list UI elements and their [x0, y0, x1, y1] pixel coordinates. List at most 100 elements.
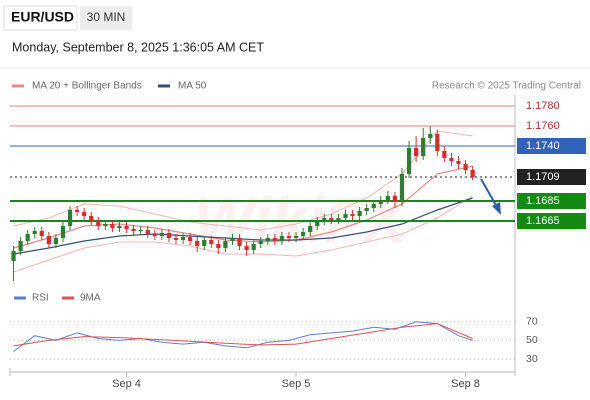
candle-body [209, 240, 214, 244]
candle-body [223, 241, 228, 248]
candle-body [364, 208, 369, 211]
candle-body [74, 210, 80, 212]
candle-body [53, 238, 59, 244]
candle-body [265, 238, 270, 241]
indicator-line [13, 323, 473, 347]
candle-body [421, 138, 426, 156]
candle-body [350, 214, 355, 216]
datetime: Monday, September 8, 2025 1:36:05 AM CET [12, 40, 264, 54]
y-tick-label: 50 [526, 334, 538, 346]
candle-body [449, 158, 454, 161]
candle-body [117, 226, 122, 228]
legend-label: 9MA [80, 293, 101, 304]
candle-body [180, 237, 186, 240]
level-label: 1.1740 [526, 140, 560, 152]
candle-body [414, 148, 419, 156]
candle-body [470, 170, 475, 177]
candle-body [378, 200, 383, 204]
candle-body [96, 221, 101, 226]
candle-body [442, 151, 447, 158]
candle-body [336, 218, 341, 220]
legend-label: RSI [32, 293, 49, 304]
candle-body [131, 229, 136, 231]
timeframe-box [80, 6, 132, 30]
x-tick-label: Sep 8 [451, 378, 480, 390]
candle-body [343, 214, 348, 218]
candle-body [202, 240, 207, 246]
bollinger-lower [13, 195, 473, 273]
candle-body [11, 251, 16, 261]
level-box [517, 169, 586, 185]
legend-label: MA 50 [178, 81, 207, 92]
x-tick-label: Sep 5 [282, 378, 311, 390]
level-label: 1.1685 [526, 195, 560, 207]
candle-body [32, 231, 37, 234]
candle-body [89, 216, 94, 221]
candle-body [103, 224, 108, 226]
candle-body [392, 196, 398, 202]
candle-body [435, 134, 440, 151]
bollinger-upper [13, 130, 473, 231]
candle-body [166, 233, 172, 238]
y-tick-label: 70 [526, 316, 538, 328]
candle-body [82, 212, 87, 216]
level-label: 1.1780 [526, 100, 560, 112]
legend-label: MA 20 + Bollinger Bands [32, 81, 142, 92]
candle-body [46, 236, 51, 244]
candle-body [463, 164, 468, 170]
forecast-arrow-head [492, 202, 501, 215]
candle-body [195, 241, 200, 246]
watermark: WikiFX [194, 184, 410, 256]
level-box [517, 193, 586, 209]
candle-body [308, 226, 313, 232]
level-box [517, 213, 586, 229]
candle-body [251, 244, 256, 250]
candle-body [300, 232, 306, 236]
symbol-box [3, 5, 78, 31]
symbol: EUR/USD [11, 9, 74, 25]
candle-body [216, 244, 221, 248]
candle-body [293, 236, 299, 238]
candle-body [18, 241, 23, 251]
timeframe: 30 MIN [87, 10, 126, 24]
candle-body [187, 237, 193, 241]
candle-body [173, 238, 179, 240]
candle-body [67, 210, 73, 226]
moving-average [13, 197, 473, 255]
plot: MA 20 + Bollinger Bands MA 50 Research © 2… [10, 81, 586, 390]
x-tick-label: Sep 4 [112, 378, 141, 390]
source-credit: Research © 2025 Trading Central [432, 81, 581, 92]
candle-body [124, 226, 129, 229]
candle-body [279, 236, 285, 241]
moving-average [13, 165, 473, 249]
candle-body [145, 230, 150, 234]
candle-body [385, 196, 390, 200]
candle-body [244, 246, 249, 250]
candle-body [230, 238, 235, 241]
candle-body [315, 221, 320, 226]
level-label: 1.1709 [526, 171, 560, 183]
candle-body [110, 224, 115, 228]
candle-body [357, 211, 362, 216]
level-label: 1.1760 [526, 120, 560, 132]
candle-body [152, 234, 157, 236]
level-box [517, 138, 586, 154]
candle-body [25, 234, 30, 241]
candle-body [428, 134, 433, 138]
forecast-arrow [480, 178, 498, 208]
candle-body [406, 148, 412, 174]
candle-body [39, 231, 44, 236]
candle-body [138, 230, 143, 231]
candle-body [322, 218, 327, 221]
candle-body [286, 236, 292, 238]
y-tick-label: 30 [526, 353, 538, 365]
candle-body [329, 218, 334, 220]
candle-body [60, 226, 66, 238]
candle-body [456, 161, 461, 164]
candle-body [237, 238, 242, 246]
level-label: 1.1665 [526, 215, 560, 227]
candle-body [159, 233, 164, 236]
candle-body [272, 238, 277, 241]
candle-body [258, 241, 263, 244]
